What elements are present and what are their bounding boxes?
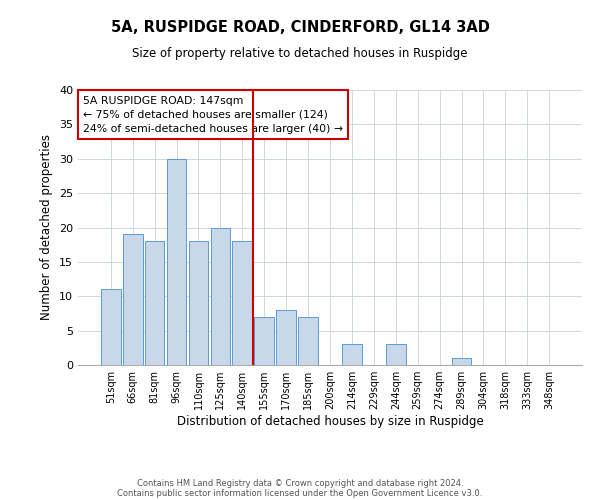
Bar (101, 290, 121, 365)
Bar (123, 234, 143, 365)
Bar (145, 242, 164, 365)
Text: 5A, RUSPIDGE ROAD, CINDERFORD, GL14 3AD: 5A, RUSPIDGE ROAD, CINDERFORD, GL14 3AD (110, 20, 490, 35)
Bar (188, 242, 208, 365)
Bar (211, 228, 230, 365)
Bar (254, 317, 274, 365)
Bar (167, 159, 187, 365)
Text: Size of property relative to detached houses in Ruspidge: Size of property relative to detached ho… (132, 48, 468, 60)
Text: 5A RUSPIDGE ROAD: 147sqm
← 75% of detached houses are smaller (124)
24% of semi-: 5A RUSPIDGE ROAD: 147sqm ← 75% of detach… (83, 96, 343, 134)
Bar (276, 310, 296, 365)
Bar (298, 317, 318, 365)
Y-axis label: Number of detached properties: Number of detached properties (40, 134, 53, 320)
X-axis label: Distribution of detached houses by size in Ruspidge: Distribution of detached houses by size … (176, 415, 484, 428)
Bar (386, 344, 406, 365)
Bar (232, 242, 252, 365)
Bar (342, 344, 362, 365)
Text: Contains HM Land Registry data © Crown copyright and database right 2024.: Contains HM Land Registry data © Crown c… (137, 478, 463, 488)
Text: Contains public sector information licensed under the Open Government Licence v3: Contains public sector information licen… (118, 488, 482, 498)
Bar (452, 358, 472, 365)
